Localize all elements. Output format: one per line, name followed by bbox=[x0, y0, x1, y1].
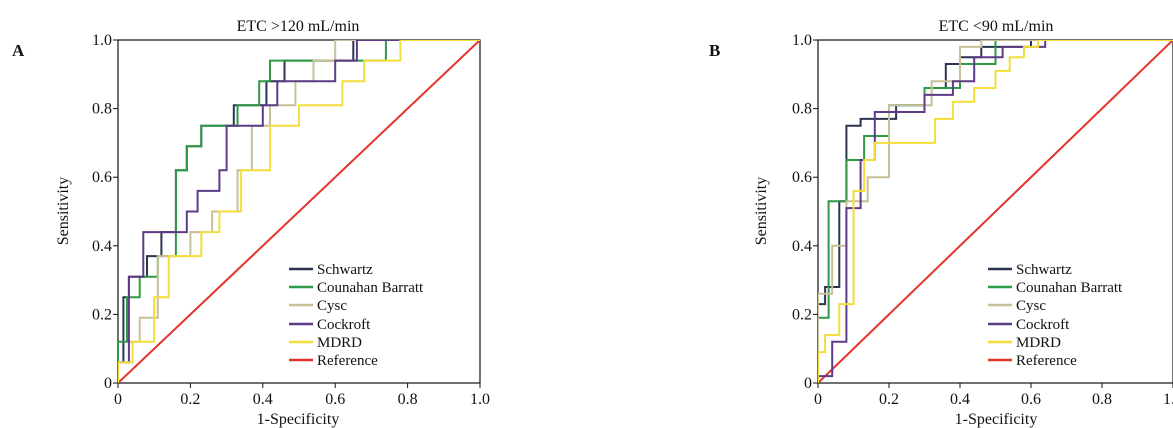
panel-a-x-tick-label: 0 bbox=[114, 391, 122, 408]
legend-label-cockroft: Cockroft bbox=[1016, 317, 1070, 333]
panel-a-y-tick-label: 1.0 bbox=[92, 32, 112, 49]
panel-b-plot-area: 0 0.2 0.4 0.6 0.8 1.0 0 0.2 0.4 0.6 0.8 1.0 bbox=[792, 32, 1173, 408]
panel-a-title: ETC >120 mL/min bbox=[237, 18, 360, 35]
panel-a-y-tick-label: 0 bbox=[104, 375, 112, 392]
panel-a-y-tick-label: 0.4 bbox=[92, 238, 112, 255]
legend-label-reference: Reference bbox=[317, 353, 378, 369]
panel-b-y-tick-label: 0.4 bbox=[792, 238, 812, 255]
legend-label-cockroft: Cockroft bbox=[317, 317, 371, 333]
panel-a-x-tick-label: 0.8 bbox=[398, 391, 418, 408]
panel-a-series-mdrd bbox=[118, 40, 480, 383]
panel-b-x-tick-label: 0.8 bbox=[1092, 391, 1112, 408]
panel-b-y-tick-label: 0.2 bbox=[792, 306, 812, 323]
panel-a-series-cysc bbox=[118, 40, 480, 383]
panel-a-series-counahan-barratt bbox=[118, 40, 480, 383]
legend-label-cysc: Cysc bbox=[1016, 298, 1046, 314]
panel-a-y-tick-label: 0.2 bbox=[92, 306, 112, 323]
legend-label-schwartz: Schwartz bbox=[1016, 262, 1072, 278]
panel-b-x-tick-label: 0.4 bbox=[950, 391, 970, 408]
panel-a-series-reference bbox=[118, 40, 480, 383]
panel-b-label: B bbox=[709, 41, 720, 60]
panel-b-series-cysc bbox=[818, 40, 1173, 383]
panel-b-series-cockroft bbox=[818, 40, 1173, 383]
legend-label-cysc: Cysc bbox=[317, 298, 347, 314]
panel-b-x-tick-label: 1.0 bbox=[1163, 391, 1173, 408]
panel-a-axes-frame bbox=[117, 39, 481, 384]
panel-b-y-tick-label: 1.0 bbox=[792, 32, 812, 49]
legend-label-counahan-barratt: Counahan Barratt bbox=[317, 280, 424, 296]
panel-a-y-tick-label: 0.8 bbox=[92, 101, 112, 118]
panel-b-y-tick-label: 0 bbox=[804, 375, 812, 392]
panel-b: B ETC <90 mL/min Sensitivity 1-Specifici… bbox=[709, 18, 1173, 428]
panel-b-legend: Schwartz Counahan Barratt Cysc Cockroft … bbox=[988, 262, 1123, 369]
panel-a-legend: Schwartz Counahan Barratt Cysc Cockroft … bbox=[289, 262, 424, 369]
panel-b-x-tick-label: 0.2 bbox=[879, 391, 899, 408]
legend-label-mdrd: MDRD bbox=[1016, 335, 1061, 351]
panel-b-y-tick-label: 0.6 bbox=[792, 169, 812, 186]
panel-a-x-tick-label: 0.2 bbox=[180, 391, 200, 408]
panel-a-y-tick-label: 0.6 bbox=[92, 169, 112, 186]
panel-b-x-tick-label: 0 bbox=[814, 391, 822, 408]
panel-a-x-tick-label: 1.0 bbox=[470, 391, 490, 408]
legend-label-schwartz: Schwartz bbox=[317, 262, 373, 278]
panel-b-series-mdrd bbox=[818, 40, 1173, 383]
panel-b-x-axis-label: 1-Specificity bbox=[955, 411, 1038, 428]
panel-b-title: ETC <90 mL/min bbox=[939, 18, 1054, 35]
panel-a-x-tick-label: 0.6 bbox=[325, 391, 345, 408]
panel-a-x-tick-label: 0.4 bbox=[253, 391, 273, 408]
legend-label-mdrd: MDRD bbox=[317, 335, 362, 351]
panel-a-plot-area: 0 0.2 0.4 0.6 0.8 1.0 0 0.2 0.4 0.6 0.8 1.0 bbox=[92, 32, 490, 408]
panel-a-x-axis-label: 1-Specificity bbox=[257, 411, 340, 428]
panel-a: A ETC >120 mL/min Sensitivity 1-Specific… bbox=[12, 18, 490, 428]
panel-b-y-tick-label: 0.8 bbox=[792, 101, 812, 118]
legend-label-counahan-barratt: Counahan Barratt bbox=[1016, 280, 1123, 296]
panel-b-x-tick-label: 0.6 bbox=[1021, 391, 1041, 408]
panel-b-series-reference bbox=[818, 40, 1173, 383]
panel-b-y-axis-label: Sensitivity bbox=[753, 177, 770, 245]
panel-a-series-cockroft bbox=[118, 40, 480, 383]
legend-label-reference: Reference bbox=[1016, 353, 1077, 369]
panel-a-y-axis-label: Sensitivity bbox=[55, 177, 72, 245]
panel-a-label: A bbox=[12, 41, 25, 60]
